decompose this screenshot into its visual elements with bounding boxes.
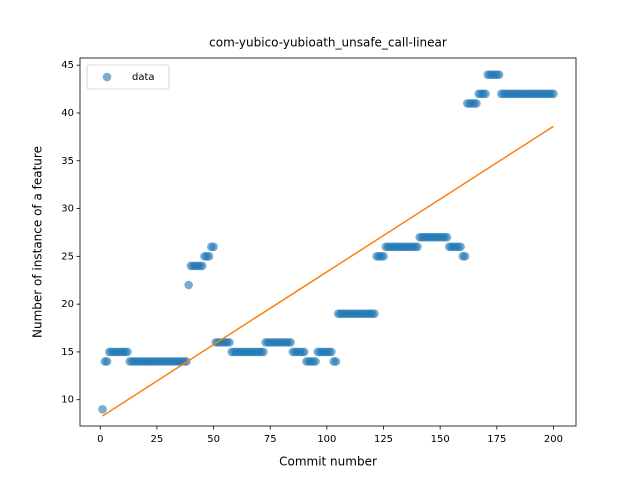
data-point — [184, 280, 193, 290]
data-point — [460, 252, 470, 261]
x-tick-label: 150 — [431, 434, 450, 445]
data-point — [197, 261, 207, 271]
x-tick-label: 125 — [374, 434, 393, 445]
data-point — [494, 70, 504, 80]
data-point — [327, 347, 336, 357]
y-tick-label: 40 — [61, 108, 74, 119]
y-tick-label: 25 — [61, 251, 74, 262]
fit-line — [102, 125, 554, 417]
data-point — [311, 357, 320, 366]
data-point — [259, 347, 268, 357]
data-point — [442, 232, 452, 242]
data-point — [549, 89, 558, 99]
y-tick-label: 20 — [61, 299, 74, 310]
data-point — [286, 338, 295, 347]
data-point — [370, 309, 379, 318]
x-tick-label: 100 — [317, 434, 336, 445]
plot-frame — [79, 57, 577, 427]
y-axis-label: Number of instance of a feature — [31, 146, 45, 338]
data-point — [209, 242, 218, 252]
x-axis-label: Commit number — [279, 455, 377, 469]
x-tick-label: 50 — [207, 434, 220, 445]
y-tick-label: 15 — [61, 347, 74, 358]
data-point — [331, 357, 341, 366]
y-tick-label: 10 — [61, 395, 74, 406]
data-point — [204, 252, 214, 261]
data-point — [379, 252, 388, 261]
y-tick-label: 30 — [61, 204, 74, 215]
chart-title: com-yubico-yubioath_unsafe_call-linear — [209, 36, 447, 50]
data-point — [123, 347, 132, 357]
legend-marker — [102, 72, 112, 82]
legend-label: data — [132, 72, 155, 83]
x-tick-label: 200 — [544, 434, 563, 445]
x-tick-label: 0 — [97, 434, 103, 445]
data-point — [102, 357, 112, 366]
y-tick-label: 45 — [61, 60, 74, 71]
legend-box — [86, 64, 170, 90]
data-point — [456, 242, 465, 252]
x-tick-label: 75 — [264, 434, 277, 445]
data-point — [481, 89, 490, 99]
y-tick-label: 35 — [61, 156, 74, 167]
data-point — [98, 404, 107, 414]
x-tick-label: 175 — [487, 434, 506, 445]
data-point — [413, 242, 422, 252]
x-tick-label: 25 — [151, 434, 164, 445]
data-point — [299, 347, 309, 357]
data-point — [472, 99, 481, 108]
data-point — [225, 338, 234, 347]
